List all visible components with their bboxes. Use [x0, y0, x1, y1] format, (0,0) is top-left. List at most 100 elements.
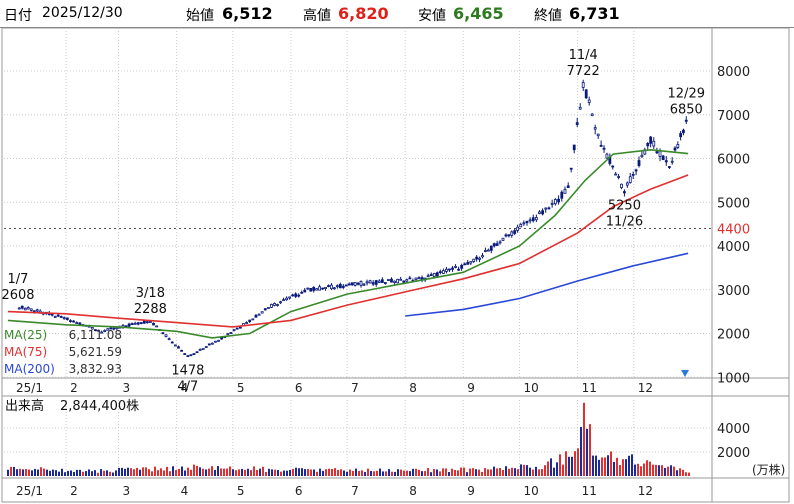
candle-body — [655, 151, 659, 154]
candle-body — [226, 333, 230, 336]
volume-month-tick-label: 6 — [295, 484, 303, 498]
volume-bar — [133, 469, 135, 476]
candle-body — [207, 343, 211, 346]
candle-body — [507, 234, 511, 237]
volume-bar — [523, 464, 525, 476]
volume-bar — [148, 469, 150, 476]
volume-bar — [391, 471, 393, 476]
volume-bar — [316, 471, 318, 476]
candle-body — [380, 279, 384, 284]
volume-bar — [415, 468, 417, 476]
volume-bar — [52, 469, 54, 476]
candle-body — [109, 327, 113, 330]
volume-bar — [250, 470, 252, 476]
volume-bar — [91, 471, 93, 476]
candle-body — [438, 271, 442, 274]
volume-bar — [184, 470, 186, 476]
candle-body — [254, 314, 258, 318]
candle-body — [522, 222, 526, 225]
volume-month-tick-label: 12 — [638, 484, 653, 498]
candle-body — [383, 282, 387, 284]
candle-body — [377, 280, 381, 283]
candle-body — [445, 268, 448, 272]
candle-body — [667, 166, 671, 168]
volume-bar — [403, 470, 405, 476]
volume-bar — [412, 468, 414, 476]
candle-body — [59, 316, 63, 318]
candle-body — [637, 160, 641, 166]
volume-bar — [112, 472, 114, 476]
month-tick-label: 8 — [409, 381, 417, 395]
volume-bar — [109, 471, 111, 476]
volume-bar — [79, 469, 81, 476]
volume-bar — [490, 469, 492, 476]
volume-bar — [574, 451, 576, 476]
ma-legend-label: MA(75) — [4, 345, 47, 359]
candle-body — [451, 267, 454, 270]
candle-body — [448, 268, 451, 271]
candle-body — [183, 353, 187, 355]
annotation-date: 11/4 — [569, 48, 598, 63]
annotation-value: 7722 — [567, 64, 600, 79]
volume-bar — [397, 469, 399, 476]
volume-bar — [256, 469, 258, 476]
volume-bar — [187, 467, 189, 476]
volume-bar — [661, 465, 663, 476]
candle-body — [489, 245, 493, 251]
candle-body — [235, 327, 239, 330]
volume-bar — [442, 468, 444, 476]
volume-bar — [388, 469, 390, 476]
volume-bar — [496, 468, 498, 476]
volume-bar — [127, 467, 129, 476]
candle-body — [300, 291, 304, 294]
volume-bar — [454, 470, 456, 476]
candle-body — [210, 342, 214, 345]
candle-body — [106, 328, 110, 331]
candle-body — [100, 331, 104, 334]
volume-bar — [154, 466, 156, 476]
candle-body — [387, 279, 390, 281]
volume-bar — [679, 468, 681, 476]
candle-body — [273, 303, 276, 306]
candle-body — [495, 243, 499, 246]
volume-bar — [28, 469, 30, 476]
candle-body — [282, 299, 285, 302]
volume-bar — [139, 469, 141, 476]
volume-bar — [598, 459, 600, 476]
candle-body — [245, 322, 248, 324]
annotation-value: 1478 — [171, 363, 204, 378]
month-tick-label: 11 — [582, 381, 597, 395]
volume-bar — [334, 468, 336, 476]
candle-body — [463, 263, 467, 266]
month-tick-label: 10 — [524, 381, 539, 395]
candle-body — [94, 329, 97, 331]
volume-bar — [649, 461, 651, 476]
candle-body — [575, 122, 579, 125]
candle-body — [414, 277, 418, 280]
candle-body — [312, 286, 316, 291]
volume-bar — [622, 459, 624, 476]
volume-title: 出来高 — [5, 398, 44, 414]
volume-bar — [532, 469, 534, 476]
candle-body — [441, 270, 445, 274]
volume-bar — [25, 469, 27, 476]
candle-body — [525, 220, 529, 224]
ma-legend-value: 5,621.59 — [69, 345, 122, 359]
volume-month-tick-label: 9 — [467, 484, 475, 498]
candle-body — [90, 327, 94, 330]
candle-body — [664, 160, 668, 163]
volume-bar — [205, 469, 207, 476]
volume-bar — [571, 456, 573, 476]
candle-body — [97, 329, 100, 332]
volume-bar — [445, 468, 447, 476]
candle-body — [148, 321, 152, 323]
open-label: 始値 — [186, 8, 214, 24]
candle-body — [560, 191, 564, 199]
volume-bar — [556, 462, 558, 476]
month-tick-label: 4 — [181, 381, 189, 395]
volume-bar — [226, 468, 228, 476]
candle-body — [267, 307, 270, 309]
volume-bar — [130, 468, 132, 476]
annotation-date: 12/29 — [668, 86, 705, 101]
volume-bar — [55, 470, 57, 476]
